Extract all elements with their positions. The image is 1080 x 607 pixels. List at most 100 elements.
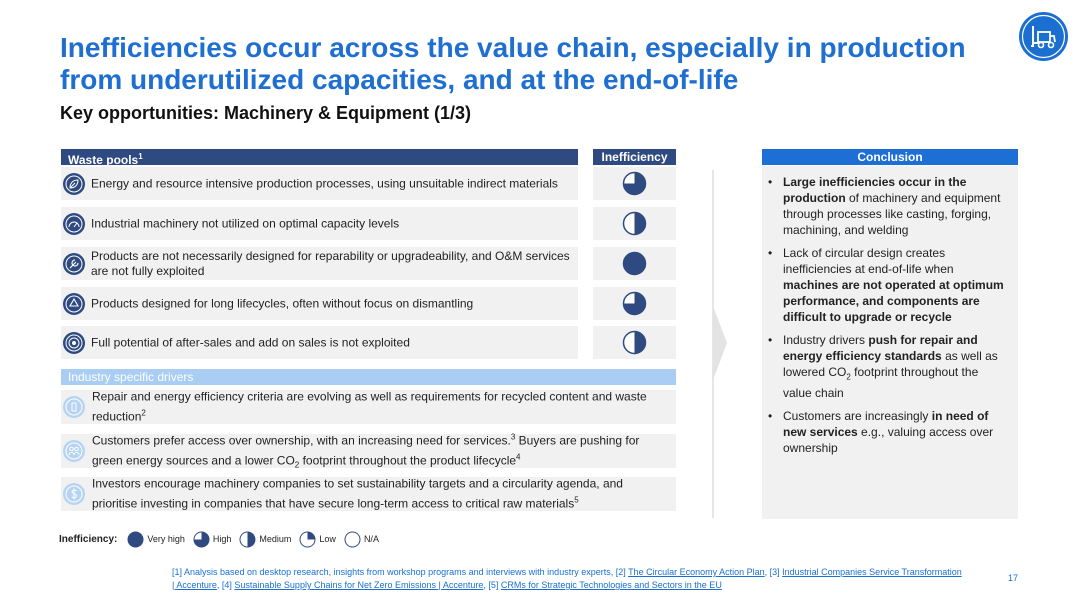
inefficiency-cell-3 [593, 247, 676, 280]
conclusion-list: • Large inefficiencies occur in the produ… [762, 166, 1018, 456]
legend-item-very-high: Very high [127, 531, 185, 548]
conclusion-item-4-bold: in need of new services [783, 409, 989, 440]
legend-item-label: N/A [363, 534, 379, 544]
harvey-ball-medium [622, 211, 647, 236]
driver-row-2-part-b: Buyers are pushing for green energy sour… [92, 433, 640, 467]
people-icon [63, 440, 85, 462]
legend-item-label: Very high [147, 534, 185, 544]
legend-item-label: High [212, 534, 232, 544]
waste-row-2-text: Industrial machinery not utilized on opt… [91, 216, 400, 230]
conclusion-item-2: • Lack of circular design creates ineffic… [762, 245, 1010, 325]
forklift-icon [1019, 12, 1068, 61]
harvey-ball-medium [239, 531, 256, 547]
waste-pools-header: Waste pools1 [61, 149, 578, 167]
page-number: 17 [1008, 573, 1019, 583]
driver-row-3-sup: 5 [574, 495, 579, 504]
footnote-link-circular-economy[interactable]: The Circular Economy Action Plan [628, 567, 765, 577]
inefficiency-header: Inefficiency [593, 149, 676, 165]
harvey-ball-very-high [622, 251, 647, 276]
footnote-text-3: , [4] [216, 580, 235, 590]
driver-row-1-body: Repair and energy efficiency criteria ar… [92, 389, 647, 424]
recycle-icon [63, 292, 85, 315]
waste-row-5-text: Full potential of after-sales and add on… [91, 335, 410, 349]
legend-item-label: Medium [259, 534, 292, 544]
driver-row-3-text: Investors encourage machinery companies … [92, 477, 668, 512]
conclusion-item-3-text-3: footprint throughout the value chain [783, 365, 979, 401]
legend-item-medium: Medium [239, 531, 291, 548]
waste-row-5: Full potential of after-sales and add on… [61, 326, 578, 359]
leaf-icon [63, 172, 85, 195]
waste-row-1-text: Energy and resource intensive production… [91, 176, 558, 190]
driver-row-2-text: Customers prefer access over ownership, … [92, 429, 668, 472]
waste-row-3-text: Products are not necessarily designed fo… [91, 248, 570, 278]
conclusion-item-3: • Industry drivers push for repair and en… [762, 332, 1010, 401]
harvey-ball-medium [622, 330, 647, 355]
waste-row-3: Products are not necessarily designed fo… [61, 247, 578, 280]
footnote-text-4: , [5] [483, 580, 501, 590]
harvey-ball-high [622, 291, 647, 316]
footnote-link-supply-chains[interactable]: Sustainable Supply Chains for Net Zero E… [234, 580, 484, 590]
inefficiency-cell-5 [593, 326, 676, 359]
legend-item-low: Low [299, 531, 336, 548]
driver-row-2-part-a: Customers prefer access over ownership, … [92, 433, 511, 448]
waste-row-4: Products designed for long lifecycles, o… [61, 287, 578, 320]
harvey-ball-low [299, 531, 316, 547]
legend-item-na: N/A [344, 531, 379, 548]
inefficiency-legend: Inefficiency: Very high High Medium Low … [59, 530, 387, 548]
footnote-link-crms[interactable]: CRMs for Strategic Technologies and Sect… [500, 580, 722, 590]
conclusion-item-3-bold: push for repair and energy efficiency st… [783, 333, 978, 363]
driver-row-1-sup: 2 [141, 408, 146, 417]
title-line-1: Inefficiencies occur across the value ch… [60, 32, 966, 63]
driver-row-1-text: Repair and energy efficiency criteria ar… [92, 390, 668, 425]
conclusion-item-4-text-1: Customers are increasingly [783, 409, 932, 424]
conclusion-panel: • Large inefficiencies occur in the produ… [762, 166, 1018, 519]
legend-item-label: Low [319, 534, 336, 544]
waste-row-1: Energy and resource intensive production… [61, 167, 578, 200]
driver-row-2-sub-b: 2 [294, 460, 300, 470]
harvey-ball-high [622, 171, 647, 196]
slide-title: Inefficiencies occur across the value ch… [60, 32, 990, 96]
waste-row-4-text: Products designed for long lifecycles, o… [91, 296, 474, 310]
conclusion-item-4: • Customers are increasingly in need of n… [762, 408, 1010, 456]
conclusion-item-3-text-2: as well as lowered CO [783, 349, 998, 379]
harvey-ball-very-high [127, 531, 144, 547]
chevron-right-icon [713, 306, 727, 380]
driver-row-2-part-c: footprint throughout the product lifecyc… [299, 452, 517, 467]
drivers-header: Industry specific drivers [61, 369, 676, 385]
inefficiency-cell-2 [593, 207, 676, 240]
title-line-2: from underutilized capacities, and at th… [60, 64, 739, 95]
conclusion-item-3-sub: 2 [846, 372, 851, 382]
bullet: • [768, 175, 773, 189]
inefficiency-cell-1 [593, 167, 676, 200]
harvey-ball-na [344, 531, 361, 547]
driver-row-2: Customers prefer access over ownership, … [61, 432, 676, 469]
waste-row-2: Industrial machinery not utilized on opt… [61, 207, 578, 240]
slide-subtitle: Key opportunities: Machinery & Equipment… [60, 103, 472, 123]
conclusion-header: Conclusion [762, 149, 1018, 165]
wrench-icon [63, 252, 85, 275]
footnote-text-2: , [3] [764, 567, 783, 577]
inefficiency-cell-4 [593, 287, 676, 320]
bullet: • [768, 333, 773, 347]
target-icon [63, 331, 85, 354]
bullet: • [768, 246, 773, 260]
driver-row-3: Investors encourage machinery companies … [61, 477, 676, 511]
waste-pools-header-sup: 1 [138, 152, 143, 161]
legend-label: Inefficiency: [59, 533, 118, 545]
driver-row-2-sup-c: 4 [516, 451, 521, 461]
conclusion-item-2-text: Lack of circular design creates ineffici… [783, 246, 954, 276]
driver-row-3-body: Investors encourage machinery companies … [92, 476, 623, 511]
legend-item-high: High [193, 531, 232, 548]
footnote-link-service-transformation[interactable]: Industrial Companies Service Transformat… [172, 567, 962, 590]
regulation-icon [63, 396, 85, 418]
conclusion-item-1-bold: Large inefficiencies occur in the produc… [783, 175, 967, 205]
conclusion-item-1: • Large inefficiencies occur in the produ… [762, 174, 1010, 238]
bullet: • [768, 409, 773, 424]
waste-pools-header-label: Waste pools [68, 153, 139, 167]
driver-row-2-sup-a: 3 [510, 432, 516, 442]
harvey-ball-high [193, 531, 210, 547]
driver-row-1: Repair and energy efficiency criteria ar… [61, 390, 676, 424]
conclusion-item-2-bold: machines are not operated at optimum per… [783, 278, 1004, 324]
conclusion-item-1-text: of machinery and equipment through proce… [783, 191, 1001, 237]
dollar-icon [63, 483, 85, 505]
